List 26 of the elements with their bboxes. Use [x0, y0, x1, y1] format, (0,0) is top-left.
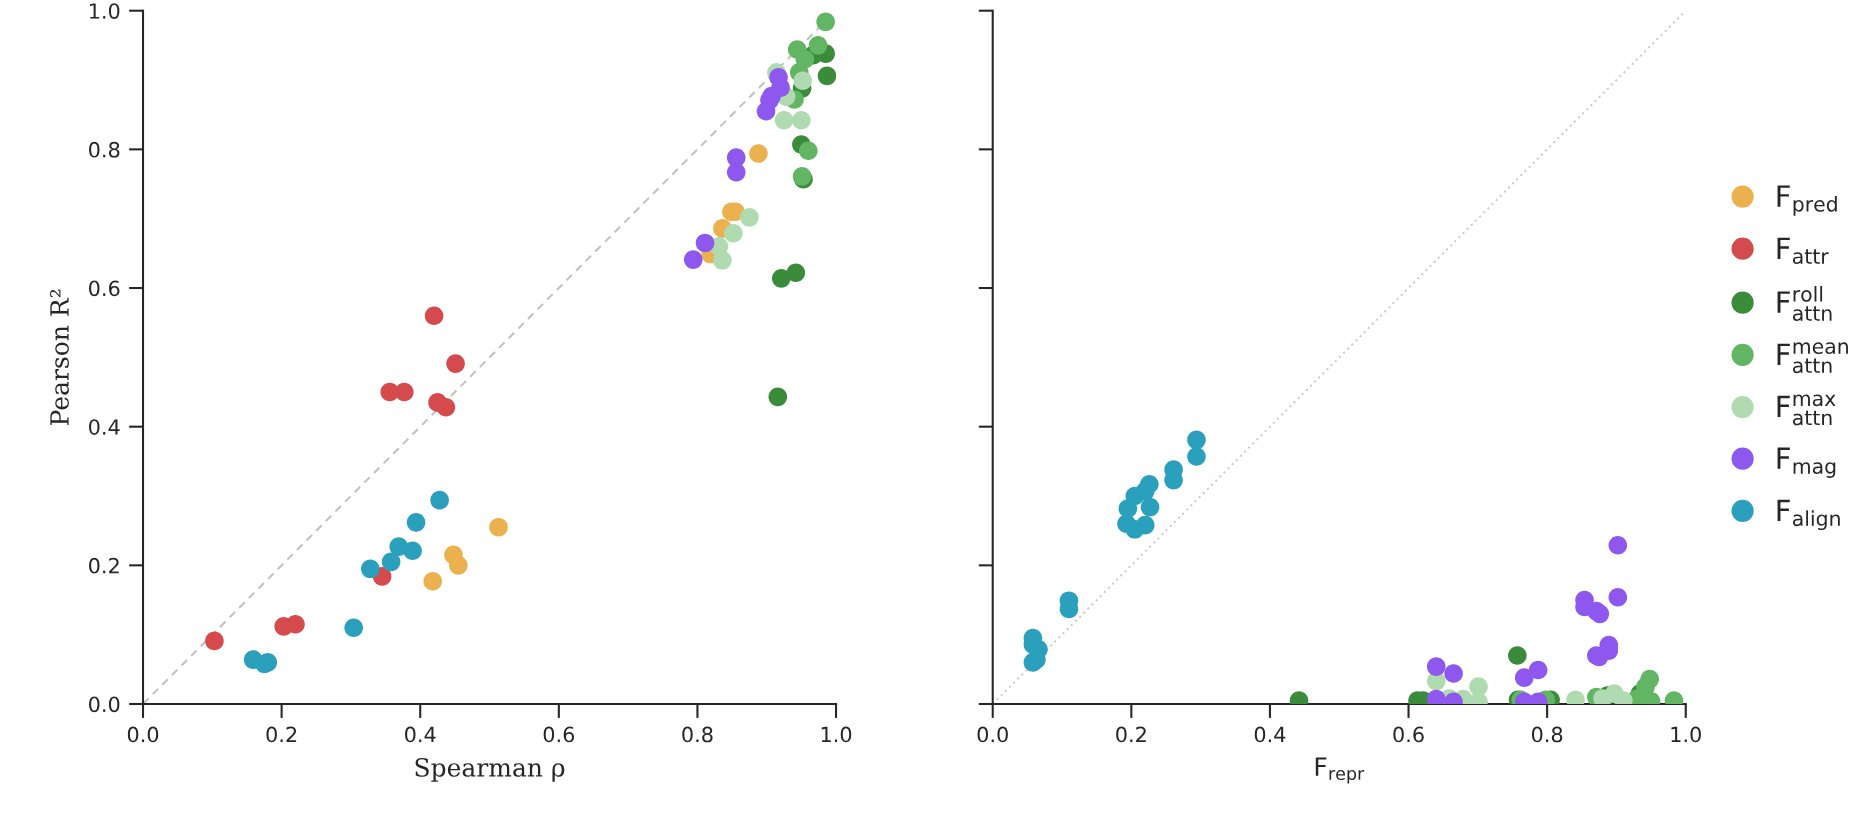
- x-tick-label: 0.4: [1254, 726, 1286, 743]
- y-tick-label: 0.8: [89, 141, 120, 158]
- y-tick-label: 0.6: [89, 280, 120, 297]
- y-tick-label: 1.0: [89, 3, 120, 19]
- y-tick-label: 0.2: [89, 557, 119, 574]
- x-axis-title: Spearman ρ: [415, 757, 565, 782]
- legend-label: F$_{mag}$: [1777, 447, 1836, 478]
- x-tick-label: 0.2: [266, 726, 297, 743]
- x-tick-label: 1.0: [1671, 726, 1701, 743]
- x-axis-title: F$_{repr}$: [1315, 757, 1365, 784]
- x-tick-label: 0.4: [405, 726, 436, 743]
- x-tick-label: 0.8: [1531, 726, 1563, 743]
- legend-label: F$_{attr}$: [1777, 237, 1829, 264]
- x-tick-label: 0.8: [682, 726, 713, 743]
- x-tick-label: 0.6: [1393, 726, 1424, 743]
- x-tick-label: 0.6: [543, 726, 575, 743]
- legend-label: F$^{roll}$$_{attn}$: [1777, 286, 1832, 321]
- legend-label: F$^{max}$$_{attn}$: [1777, 394, 1836, 426]
- x-tick-label: 1.0: [821, 726, 852, 743]
- legend-label: F$^{mean}$$_{attn}$: [1777, 342, 1848, 374]
- x-tick-label: 0.2: [1116, 726, 1146, 743]
- legend-label: F$_{align}$: [1777, 499, 1840, 531]
- x-tick-label: 0.0: [977, 726, 1008, 743]
- legend-label: F$_{pred}$: [1777, 185, 1837, 216]
- y-tick-label: 0.4: [89, 419, 120, 435]
- y-axis-title: Pearson R²: [50, 289, 69, 426]
